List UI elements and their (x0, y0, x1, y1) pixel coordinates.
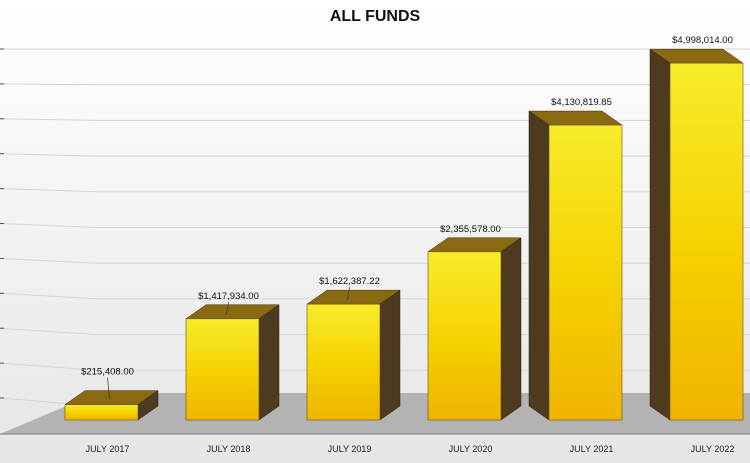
bar-side (258, 304, 280, 421)
bars: $215,408.00 $1,417,934.00 $1,622,387.22 $2,… (64, 35, 744, 421)
x-tick-label: JULY 2019 (328, 444, 372, 454)
gridline-slant (0, 327, 98, 336)
gridline-slant (0, 257, 98, 264)
gridline-slant (0, 362, 98, 371)
x-tick-label: JULY 2018 (207, 444, 251, 454)
x-tick-label: JULY 2021 (570, 444, 614, 454)
gridline-slant (0, 223, 98, 228)
bar-group: $215,408.00 (64, 367, 159, 421)
gridline-slant (0, 83, 98, 86)
data-label: $4,130,819.85 (551, 97, 612, 108)
gridline-slant (0, 118, 98, 121)
x-tick-labels: JULY 2017 JULY 2018 JULY 2019 JULY 2020 JULY… (86, 444, 735, 454)
bar (306, 303, 381, 421)
bar (64, 404, 139, 421)
x-tick-label: JULY 2022 (691, 444, 735, 454)
bar-group: $4,130,819.85 (528, 97, 623, 421)
bar (548, 124, 623, 421)
bar-group: $1,622,387.22 (306, 276, 401, 421)
gridline-slant (0, 188, 98, 193)
bar-side (379, 289, 401, 421)
x-tick-label: JULY 2020 (449, 444, 493, 454)
chart-title: ALL FUNDS (330, 8, 421, 25)
data-label-leader (347, 287, 350, 301)
data-label: $215,408.00 (81, 367, 134, 378)
gridline-slant (0, 153, 98, 157)
bar-group: $1,417,934.00 (185, 291, 280, 421)
bar (185, 318, 260, 421)
data-label: $2,355,578.00 (440, 224, 501, 235)
bar-side (649, 48, 671, 421)
bar-side (500, 237, 522, 421)
bar-group: $4,998,014.00 (649, 35, 744, 421)
bar-side (528, 110, 550, 421)
gridline-slant (0, 292, 98, 300)
bar-group: $2,355,578.00 (427, 224, 522, 421)
data-label-leader (107, 377, 110, 399)
bar (427, 251, 502, 421)
x-tick-label: JULY 2017 (86, 444, 130, 454)
data-label: $1,417,934.00 (198, 291, 259, 302)
data-label-leader (226, 301, 229, 315)
bar (669, 62, 744, 421)
data-label: $4,998,014.00 (672, 35, 733, 46)
data-label: $1,622,387.22 (319, 276, 380, 287)
